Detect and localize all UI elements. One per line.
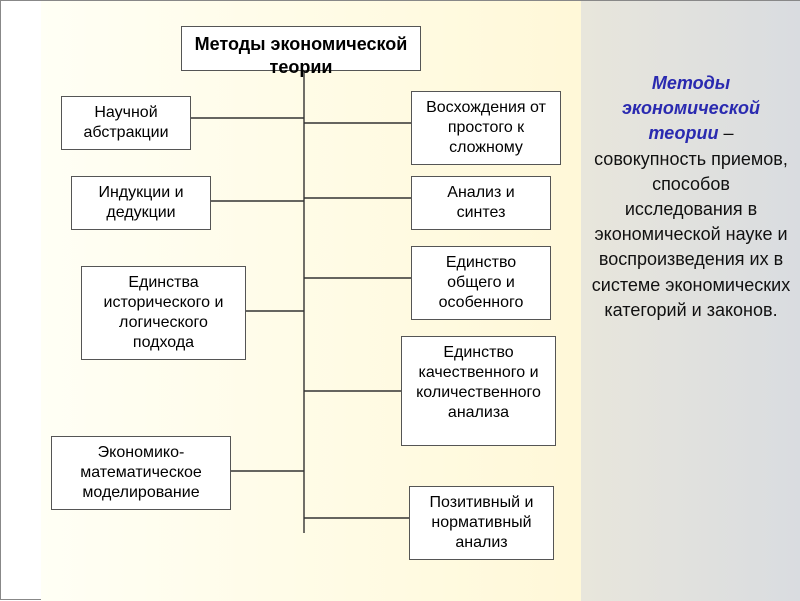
right-node: Восхождения от простого к сложному: [411, 91, 561, 165]
right-node: Анализ и синтез: [411, 176, 551, 230]
left-node: Экономико-математическое моделирование: [51, 436, 231, 510]
right-node: Единство общего и особенного: [411, 246, 551, 320]
definition-sidebar: Методы экономической теории – совокупнос…: [591, 71, 791, 323]
right-node: Единство качественного и количественного…: [401, 336, 556, 446]
definition-text: – совокупность приемов, способов исследо…: [592, 123, 790, 319]
left-node: Единства исторического и логического под…: [81, 266, 246, 360]
left-node: Научной абстракции: [61, 96, 191, 150]
left-node: Индукции и дедукции: [71, 176, 211, 230]
definition-em: Методы экономической теории: [622, 73, 760, 143]
root-title-text: Методы экономической теории: [195, 34, 408, 77]
diagram-frame: Методы экономической теории Научной абст…: [0, 0, 800, 600]
root-title-box: Методы экономической теории: [181, 26, 421, 71]
right-node: Позитивный и нормативный анализ: [409, 486, 554, 560]
